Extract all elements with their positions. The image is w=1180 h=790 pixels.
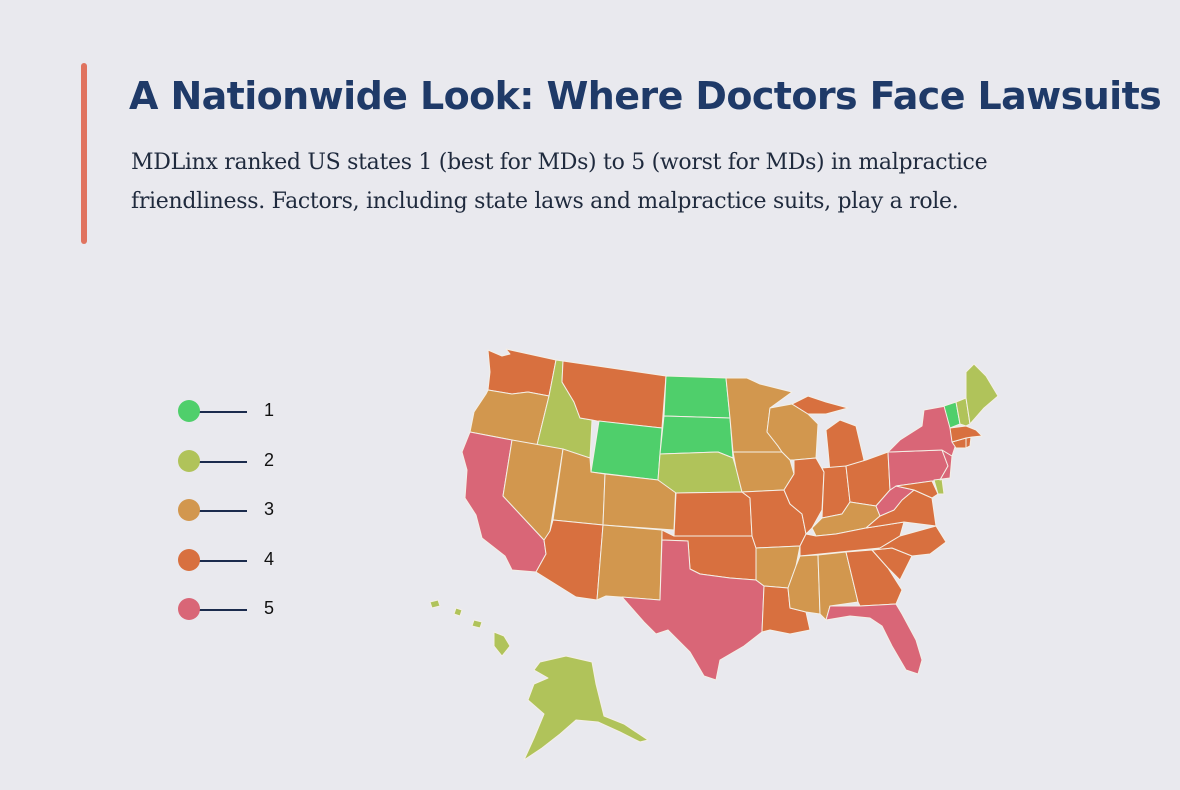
legend-leader-line [191,461,247,463]
legend-leader-line [191,560,247,562]
state-MA [949,425,983,443]
state-FL [825,603,923,675]
state-DE [933,478,945,495]
legend-label-3: 3 [264,499,275,519]
page-subtitle: MDLinx ranked US states 1 (best for MDs)… [131,150,988,214]
legend-swatch-3 [178,499,200,521]
legend-label-2: 2 [264,450,275,470]
legend-leader-line [191,411,247,413]
state-SD [659,415,734,459]
legend-swatch-1 [178,400,200,422]
state-WA [487,348,557,397]
accent-bar [81,63,87,244]
state-IA [732,451,795,493]
state-NH [955,397,971,427]
page-title: A Nationwide Look: Where Doctors Face La… [129,74,1162,118]
state-NE [657,451,743,494]
legend-swatch-2 [178,450,200,472]
legend-item-4: 4 [177,547,307,573]
state-HI [429,599,511,657]
state-NM [596,524,663,601]
legend-label-4: 4 [264,549,275,569]
legend-item-5: 5 [177,596,307,622]
state-AK [523,655,649,761]
state-TX [621,539,765,681]
state-NC [871,525,947,557]
state-ME [965,363,999,425]
state-MD [895,480,939,499]
legend-leader-line [191,609,247,611]
legend-label-5: 5 [264,598,275,618]
us-choropleth-map [429,348,999,761]
legend-swatch-4 [178,549,200,571]
legend-item-2: 2 [177,448,307,474]
state-ND [663,375,731,419]
legend-item-3: 3 [177,497,307,523]
state-WY [590,420,663,481]
legend-leader-line [191,510,247,512]
legend-label-1: 1 [264,400,275,420]
state-RI [965,436,972,449]
state-KS [673,491,753,537]
legend-swatch-5 [178,598,200,620]
legend-item-1: 1 [177,398,307,424]
